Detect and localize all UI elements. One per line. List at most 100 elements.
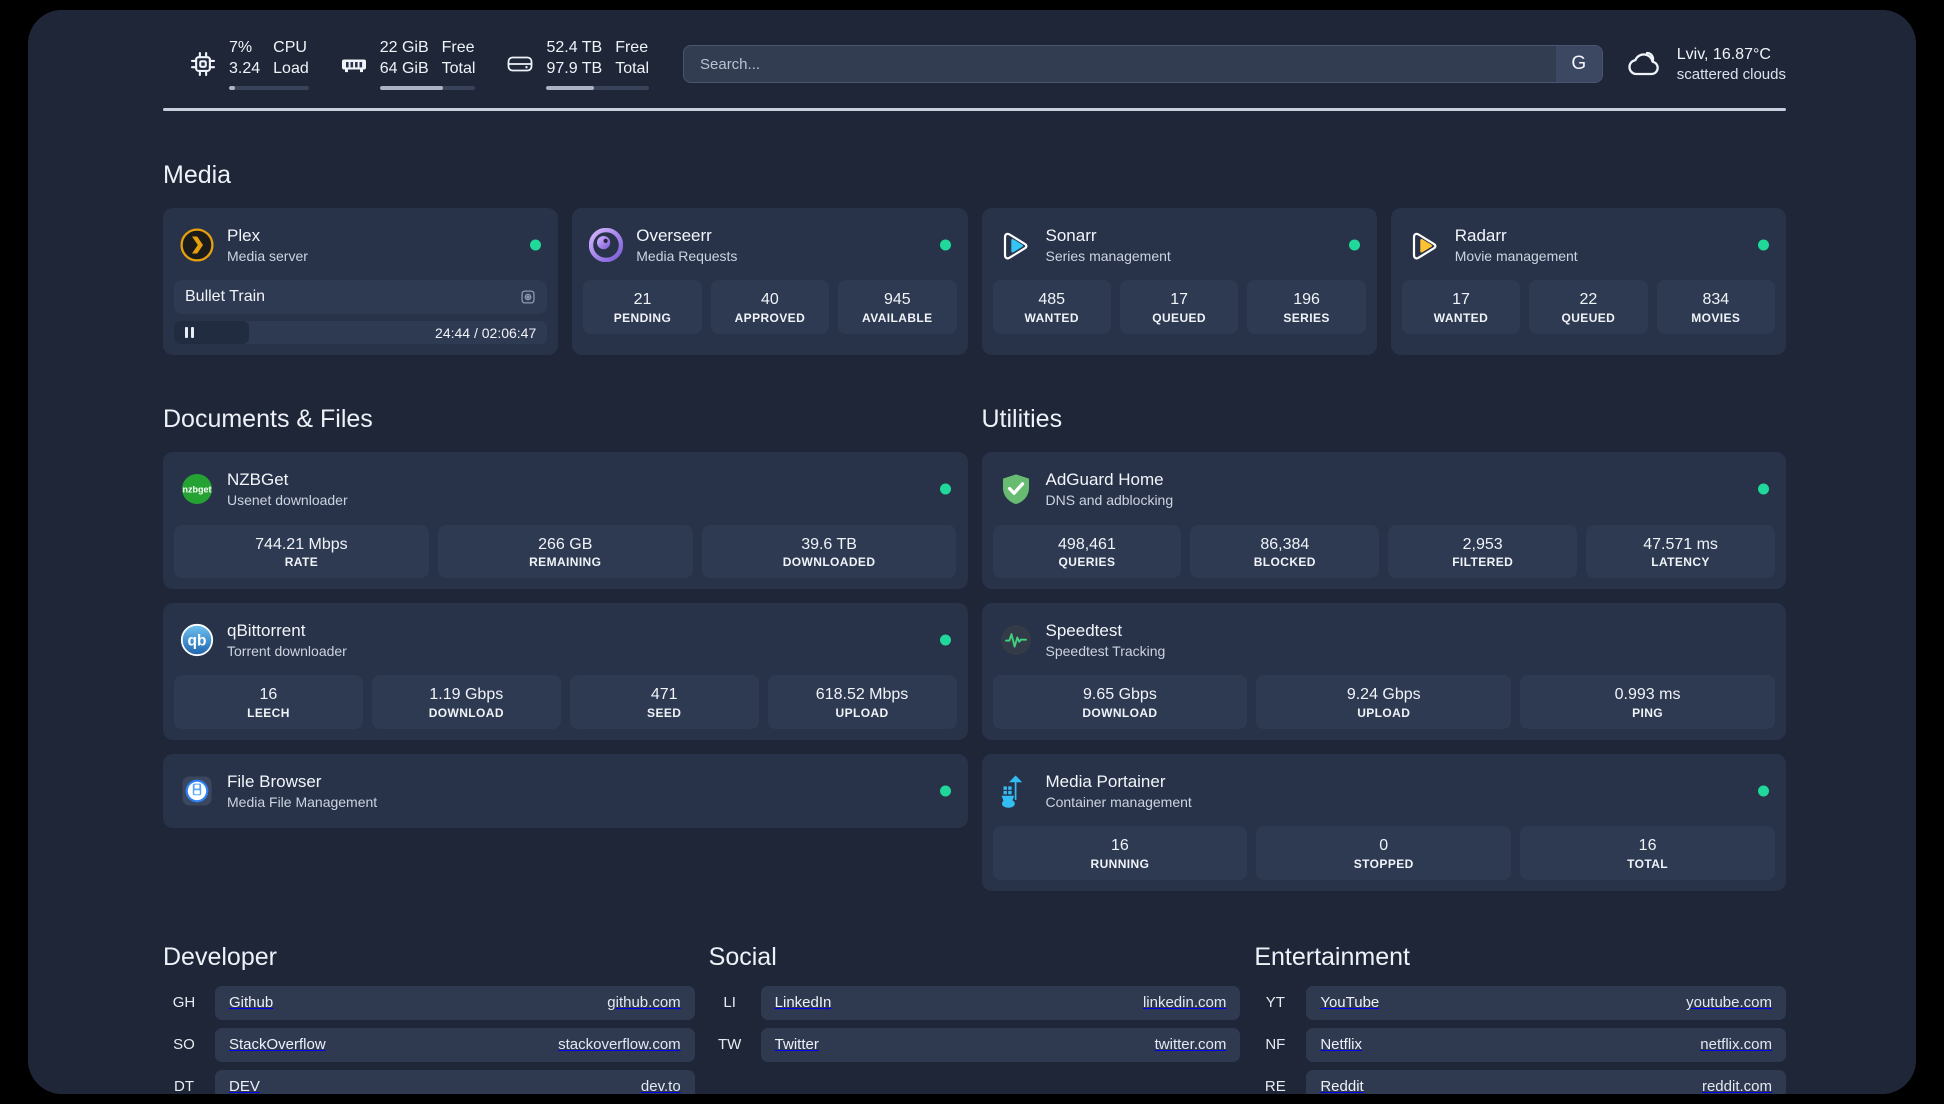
- stat-value: 9.24 Gbps: [1346, 686, 1421, 704]
- service-card[interactable]: Media Portainer Container management 16 …: [981, 754, 1786, 891]
- service-card[interactable]: Plex Media server Bullet Train 24:44 / 0…: [163, 208, 559, 356]
- stat-cell[interactable]: 16 RUNNING: [992, 826, 1248, 880]
- bookmark-url: github.com: [607, 994, 681, 1012]
- stat-cell[interactable]: 47.571 ms LATENCY: [1586, 524, 1775, 579]
- service-subtitle: Torrent downloader: [227, 643, 347, 660]
- stat-value: 498,461: [1058, 535, 1116, 553]
- cpu-icon: [188, 49, 218, 79]
- stat-label: PENDING: [613, 310, 672, 325]
- service-card-header[interactable]: Plex Media server: [174, 219, 547, 271]
- service-card-header[interactable]: Speedtest Speedtest Tracking: [993, 614, 1776, 666]
- bookmark-group-title: Social: [708, 942, 777, 971]
- bookmark-abbr: RE: [1264, 1078, 1286, 1094]
- service-card[interactable]: Speedtest Speedtest Tracking 9.65 Gbps D…: [981, 603, 1786, 741]
- stat-label: SEED: [647, 706, 682, 721]
- section-title-utilities: Utilities: [981, 405, 1063, 434]
- stat-cell[interactable]: 21 PENDING: [583, 280, 702, 334]
- filebrowser-logo: [180, 774, 214, 808]
- bookmark-link[interactable]: YouTube youtube.com: [1306, 985, 1786, 1020]
- stat-cell[interactable]: 834 MOVIES: [1656, 280, 1776, 334]
- now-playing-row[interactable]: Bullet Train: [174, 280, 548, 315]
- stat-cell[interactable]: 2,953 FILTERED: [1388, 524, 1578, 579]
- service-card[interactable]: qb qBittorrent Torrent downloader 16 LEE…: [163, 603, 968, 741]
- service-card-header[interactable]: Radarr Movie management: [1402, 219, 1775, 271]
- service-card-titles: Media Portainer Container management: [1046, 771, 1192, 811]
- stat-cell[interactable]: 485 WANTED: [992, 280, 1111, 334]
- stat-value: 40: [760, 291, 779, 309]
- search-input[interactable]: [684, 46, 1556, 82]
- stat-label: LATENCY: [1651, 555, 1710, 570]
- memory-widget-labels: Free Total: [442, 38, 476, 79]
- stat-label: DOWNLOAD: [1082, 706, 1158, 721]
- bookmark-abbr: DT: [174, 1078, 194, 1094]
- stat-label: QUEUED: [1152, 310, 1206, 325]
- service-subtitle: Movie management: [1454, 248, 1578, 265]
- service-card[interactable]: AdGuard Home DNS and adblocking 498,461 …: [981, 452, 1786, 590]
- service-card-header[interactable]: File Browser Media File Management: [174, 765, 957, 817]
- now-playing-progress[interactable]: 24:44 / 02:06:47: [174, 321, 548, 345]
- stat-value: 485: [1038, 291, 1066, 309]
- stat-cell[interactable]: 9.65 Gbps DOWNLOAD: [992, 675, 1248, 730]
- stat-cell[interactable]: 0.993 ms PING: [1520, 675, 1775, 730]
- cpu-widget-label-1: CPU: [273, 39, 307, 57]
- bookmark-link[interactable]: Netflix netflix.com: [1306, 1027, 1786, 1062]
- cast-icon[interactable]: [520, 289, 536, 305]
- service-card-header[interactable]: qb qBittorrent Torrent downloader: [174, 614, 957, 666]
- stat-cell[interactable]: 618.52 Mbps UPLOAD: [767, 675, 957, 730]
- service-card-header[interactable]: AdGuard Home DNS and adblocking: [993, 463, 1776, 515]
- cpu-widget-value-2: 3.24: [229, 59, 261, 77]
- stat-cell[interactable]: 945 AVAILABLE: [838, 280, 957, 334]
- service-card[interactable]: File Browser Media File Management: [163, 754, 968, 829]
- search-box[interactable]: G: [683, 45, 1603, 83]
- search-provider-button[interactable]: G: [1555, 46, 1602, 82]
- service-card[interactable]: Overseerr Media Requests 21 PENDING 40 A…: [572, 208, 968, 356]
- service-card-header[interactable]: Overseerr Media Requests: [583, 219, 956, 271]
- bookmark-abbr: SO: [173, 1036, 195, 1054]
- service-card[interactable]: nzbget NZBGet Usenet downloader 744.21 M…: [163, 452, 968, 590]
- bookmark-link[interactable]: Github github.com: [215, 985, 695, 1020]
- bookmark-name: StackOverflow: [229, 1036, 326, 1054]
- service-subtitle: Series management: [1045, 248, 1171, 265]
- radarr-logo: [1408, 228, 1442, 262]
- service-card-header[interactable]: Sonarr Series management: [993, 219, 1366, 271]
- status-badge: [1758, 483, 1769, 495]
- bookmark-link[interactable]: Reddit reddit.com: [1306, 1069, 1786, 1094]
- media-grid: Plex Media server Bullet Train 24:44 / 0…: [163, 208, 1786, 356]
- bookmark-row: NF Netflix netflix.com: [1254, 1027, 1786, 1062]
- stat-cell[interactable]: 17 WANTED: [1401, 280, 1521, 334]
- service-card[interactable]: Radarr Movie management 17 WANTED 22 QUE…: [1390, 208, 1786, 356]
- stat-cell[interactable]: 9.24 Gbps UPLOAD: [1256, 675, 1512, 730]
- stat-cell[interactable]: 16 LEECH: [174, 675, 363, 730]
- stat-cell[interactable]: 0 STOPPED: [1256, 826, 1512, 880]
- bookmark-link[interactable]: Twitter twitter.com: [760, 1027, 1241, 1062]
- stat-label: DOWNLOAD: [428, 706, 504, 721]
- stat-cell[interactable]: 17 QUEUED: [1119, 280, 1239, 334]
- stat-cell[interactable]: 86,384 BLOCKED: [1190, 524, 1380, 579]
- bookmark-row: DT DEV dev.to: [163, 1069, 695, 1094]
- stat-cell[interactable]: 16 TOTAL: [1520, 826, 1775, 880]
- stat-cell[interactable]: 471 SEED: [569, 675, 759, 730]
- service-card-header[interactable]: nzbget NZBGet Usenet downloader: [174, 463, 957, 515]
- svg-text:qb: qb: [188, 633, 207, 650]
- bookmark-link[interactable]: LinkedIn linkedin.com: [760, 985, 1241, 1020]
- bookmark-url: twitter.com: [1154, 1036, 1227, 1054]
- service-card-header[interactable]: Media Portainer Container management: [993, 765, 1776, 817]
- stat-cell[interactable]: 40 APPROVED: [710, 280, 830, 334]
- cpu-widget-body: 7% 3.24 CPU Load: [229, 38, 309, 90]
- stat-cell[interactable]: 22 QUEUED: [1529, 280, 1648, 334]
- memory-widget-label-1: Free: [441, 39, 475, 57]
- stat-label: STOPPED: [1353, 856, 1414, 871]
- stat-cell[interactable]: 1.19 Gbps DOWNLOAD: [371, 675, 561, 730]
- stat-cell[interactable]: 744.21 Mbps RATE: [174, 524, 429, 579]
- stat-label: UPLOAD: [1357, 706, 1411, 721]
- service-card[interactable]: Sonarr Series management 485 WANTED 17 Q…: [981, 208, 1377, 356]
- stat-cell[interactable]: 196 SERIES: [1247, 280, 1366, 334]
- bookmark-link[interactable]: DEV dev.to: [215, 1069, 695, 1094]
- pause-icon[interactable]: [185, 327, 194, 339]
- bookmark-link[interactable]: StackOverflow stackoverflow.com: [215, 1027, 695, 1062]
- stat-cell[interactable]: 498,461 QUERIES: [992, 524, 1182, 579]
- stat-cell[interactable]: 39.6 TB DOWNLOADED: [701, 524, 957, 579]
- memory-widget-body: 22 GiB 64 GiB Free Total: [379, 38, 476, 90]
- bookmark-group: Entertainment YT YouTube youtube.com NF …: [1254, 943, 1786, 1094]
- stat-cell[interactable]: 266 GB REMAINING: [437, 524, 693, 579]
